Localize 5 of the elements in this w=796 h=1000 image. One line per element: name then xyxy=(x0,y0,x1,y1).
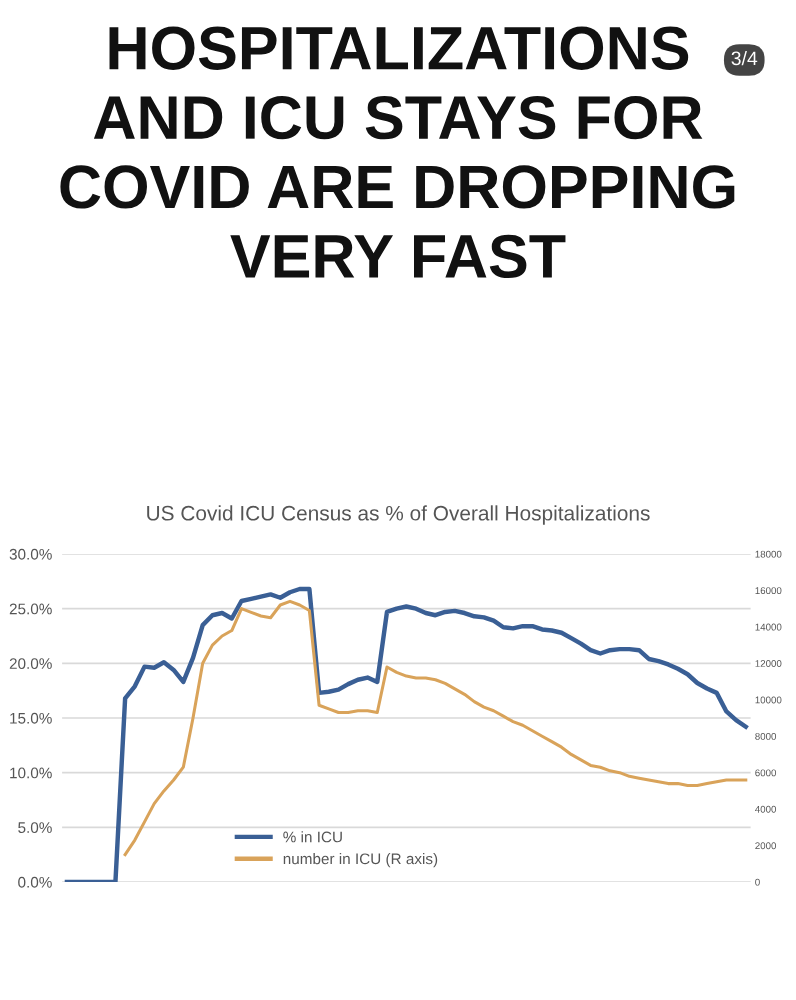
line-series xyxy=(64,586,748,882)
chart-subtitle: US Covid ICU Census as % of Overall Hospitalizations xyxy=(147,505,650,525)
text: 3/4 xyxy=(731,50,758,66)
line-series xyxy=(123,599,748,857)
chart-title: HOSPITALIZATIONS AND ICU STAYS FOR COVID ARE DROPPING VERY FAST xyxy=(60,26,735,278)
